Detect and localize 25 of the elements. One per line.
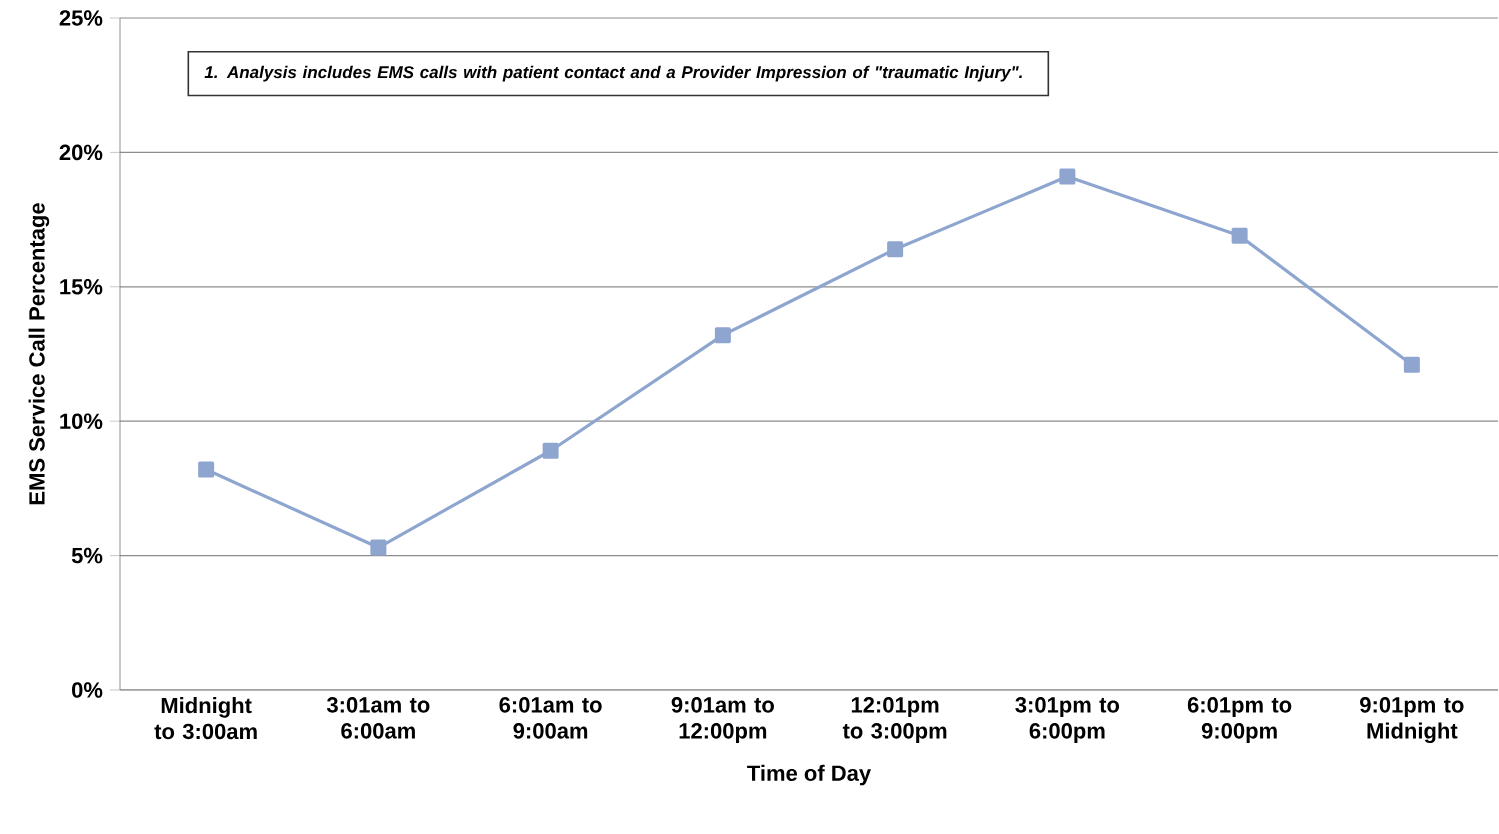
point	[1403, 356, 1420, 373]
point	[370, 539, 387, 556]
x-tick-label: 9:01am to 12:00pm	[671, 697, 774, 743]
point	[1059, 168, 1076, 185]
point	[887, 241, 904, 258]
x-tick-label: 9:01pm to Midnight	[1360, 697, 1464, 744]
point	[198, 461, 215, 478]
point	[542, 442, 559, 459]
x-tick-label: 6:01pm to 9:00pm	[1187, 697, 1292, 743]
y-tick-label: 15%	[60, 279, 103, 295]
y-tick-label: 20%	[59, 144, 103, 161]
point	[714, 327, 731, 344]
y-tick-label: 5%	[71, 547, 103, 564]
y-axis-title: EMS Service Call Percentage	[28, 203, 50, 505]
y-tick-label: 0%	[72, 682, 103, 698]
x-tick-label: 12:01pm to 3:00pm	[842, 697, 947, 743]
y-tick-label: 10%	[60, 413, 103, 429]
y-tick-label: 25%	[59, 10, 103, 26]
x-tick-label: 3:01am to 6:00am	[326, 697, 430, 739]
x-tick-label: Midnight to 3:00am	[154, 697, 257, 740]
x-axis-title: Time of Day	[747, 764, 871, 786]
x-tick-label: 6:01am to 9:00am	[499, 697, 602, 739]
x-tick-label: 3:01pm to 6:00pm	[1015, 697, 1120, 743]
point	[1231, 227, 1248, 244]
annotation: 1. Analysis includes EMS calls with patient contact and a Provider Impression of "traumatic Injury".	[204, 65, 1022, 82]
